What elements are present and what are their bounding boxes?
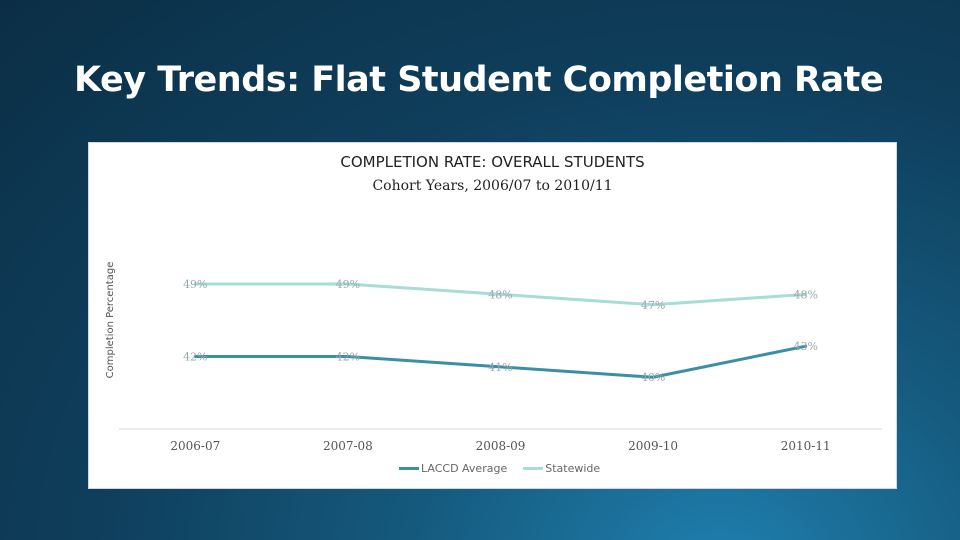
legend-swatch-laccd xyxy=(399,467,419,470)
series-line-laccd xyxy=(193,344,808,379)
legend-item-statewide: Statewide xyxy=(523,462,600,475)
legend-label-statewide: Statewide xyxy=(545,462,601,475)
x-tick-label: 2006-07 xyxy=(170,439,220,453)
legend-label-laccd: LACCD Average xyxy=(421,462,508,475)
series-line-statewide xyxy=(193,282,808,307)
data-label: 42% xyxy=(336,351,360,364)
data-label: 47% xyxy=(641,299,665,312)
chart-subtitle: Cohort Years, 2006/07 to 2010/11 xyxy=(372,178,613,194)
data-label: 48% xyxy=(488,288,512,301)
data-label: 42% xyxy=(183,351,207,364)
legend-swatch-statewide xyxy=(523,467,544,470)
x-tick-label: 2007-08 xyxy=(323,439,373,453)
data-label: 43% xyxy=(793,340,817,353)
slide-title: Key Trends: Flat Student Completion Rate xyxy=(74,60,884,100)
data-label: 40% xyxy=(641,371,665,384)
chart-title: COMPLETION RATE: OVERALL STUDENTS xyxy=(340,153,645,171)
data-label: 49% xyxy=(336,278,360,291)
x-tick-label: 2010-11 xyxy=(781,439,831,453)
line-chart: 2006-07 2007-08 2008-09 2009-10 2010-11 42% 42… xyxy=(119,278,882,453)
data-label: 49% xyxy=(183,278,207,291)
legend-item-laccd: LACCD Average xyxy=(399,462,507,475)
x-tick-label: 2008-09 xyxy=(476,439,526,453)
chart-legend: LACCD Average Statewide xyxy=(399,462,600,475)
data-label: 48% xyxy=(793,288,817,301)
x-tick-label: 2009-10 xyxy=(628,439,678,453)
data-label: 41% xyxy=(488,361,512,374)
chart-panel: COMPLETION RATE: OVERALL STUDENTS Cohort… xyxy=(88,142,897,489)
